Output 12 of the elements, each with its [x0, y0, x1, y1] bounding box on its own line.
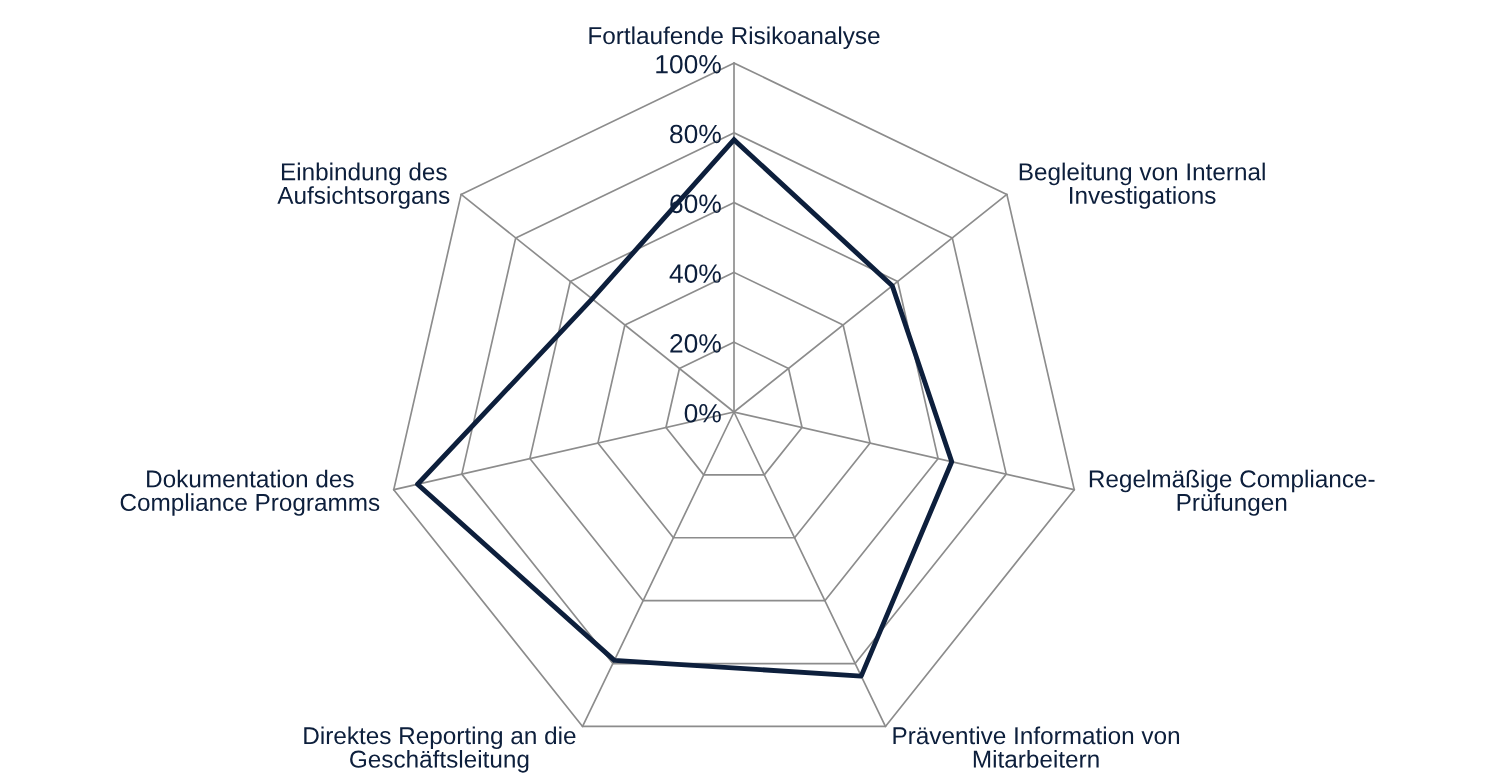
y-tick-label: 40% [669, 264, 721, 283]
spoke-label: Dokumentation des Compliance Programms [120, 469, 380, 516]
y-tick-label: 80% [670, 124, 721, 144]
y-tick-label: 20% [670, 334, 721, 353]
spoke-label: Regelmäßige Compliance- Prüfungen [1089, 469, 1375, 516]
y-tick-label: 0% [684, 403, 721, 423]
spoke-label: Präventive Information von Mitarbeitern [893, 726, 1180, 768]
spoke-label: Fortlaufende Risikoanalyse [589, 26, 880, 50]
spoke-label: Begleitung von Internal Investigations [1019, 162, 1265, 209]
y-tick-label: 100% [656, 54, 721, 74]
spoke-label: Einbindung des Aufsichtsorgans [277, 162, 450, 209]
spoke-label: Direktes Reporting an die Geschäftsleitung [304, 726, 576, 773]
